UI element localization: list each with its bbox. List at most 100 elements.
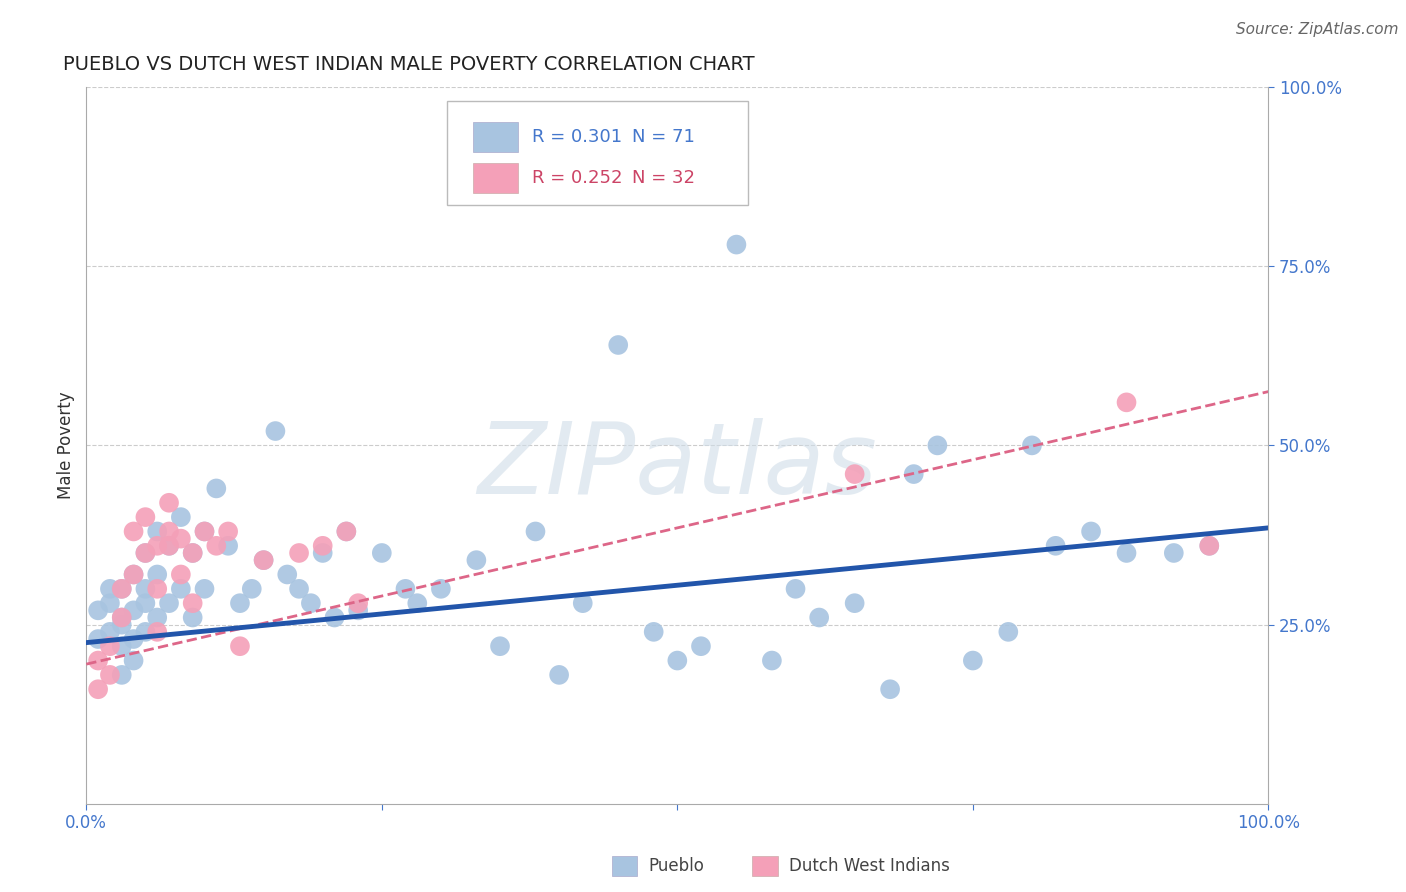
Point	[430, 582, 453, 596]
Text: ZIPatlas: ZIPatlas	[478, 418, 877, 516]
Point	[1198, 539, 1220, 553]
Point	[371, 546, 394, 560]
Point	[181, 610, 204, 624]
Point	[643, 624, 665, 639]
Point	[690, 639, 713, 653]
Point	[205, 539, 228, 553]
Point	[134, 582, 156, 596]
Point	[98, 624, 121, 639]
Point	[170, 582, 193, 596]
Point	[288, 582, 311, 596]
Point	[122, 524, 145, 539]
Point	[146, 567, 169, 582]
Point	[134, 546, 156, 560]
Point	[666, 654, 689, 668]
Point	[87, 654, 110, 668]
Point	[312, 546, 335, 560]
Point	[217, 524, 239, 539]
Point	[122, 654, 145, 668]
Point	[264, 424, 287, 438]
Point	[98, 582, 121, 596]
Point	[122, 567, 145, 582]
Point	[394, 582, 416, 596]
Point	[489, 639, 512, 653]
Point	[134, 546, 156, 560]
Point	[1115, 546, 1137, 560]
Point	[323, 610, 346, 624]
Text: Dutch West Indians: Dutch West Indians	[789, 857, 949, 875]
Point	[146, 582, 169, 596]
Point	[927, 438, 949, 452]
Text: Pueblo: Pueblo	[648, 857, 704, 875]
Point	[205, 482, 228, 496]
Text: N = 71: N = 71	[633, 128, 696, 146]
Point	[193, 524, 215, 539]
Point	[997, 624, 1019, 639]
Point	[146, 524, 169, 539]
Point	[1198, 539, 1220, 553]
Point	[87, 603, 110, 617]
Point	[240, 582, 263, 596]
Point	[252, 553, 274, 567]
Point	[1080, 524, 1102, 539]
Point	[406, 596, 429, 610]
Point	[335, 524, 357, 539]
Point	[157, 539, 180, 553]
Text: R = 0.301: R = 0.301	[531, 128, 621, 146]
Point	[146, 624, 169, 639]
Point	[347, 603, 370, 617]
Point	[1021, 438, 1043, 452]
Point	[607, 338, 630, 352]
Point	[122, 567, 145, 582]
Point	[170, 510, 193, 524]
Text: N = 32: N = 32	[633, 169, 696, 187]
Point	[111, 610, 134, 624]
Point	[134, 510, 156, 524]
Point	[122, 632, 145, 646]
Point	[299, 596, 322, 610]
Point	[879, 682, 901, 697]
Point	[111, 582, 134, 596]
Point	[146, 539, 169, 553]
Point	[157, 596, 180, 610]
Point	[335, 524, 357, 539]
Point	[962, 654, 984, 668]
Point	[808, 610, 831, 624]
Point	[571, 596, 593, 610]
Point	[1163, 546, 1185, 560]
Point	[229, 639, 252, 653]
Point	[761, 654, 783, 668]
Point	[312, 539, 335, 553]
Point	[111, 617, 134, 632]
Point	[111, 582, 134, 596]
Point	[252, 553, 274, 567]
Point	[111, 668, 134, 682]
Text: Source: ZipAtlas.com: Source: ZipAtlas.com	[1236, 22, 1399, 37]
FancyBboxPatch shape	[472, 122, 517, 152]
Point	[347, 596, 370, 610]
Point	[157, 496, 180, 510]
Point	[1115, 395, 1137, 409]
Point	[87, 632, 110, 646]
Point	[288, 546, 311, 560]
Point	[170, 532, 193, 546]
Point	[157, 539, 180, 553]
Point	[181, 546, 204, 560]
Point	[181, 546, 204, 560]
Point	[217, 539, 239, 553]
Point	[146, 610, 169, 624]
Point	[229, 596, 252, 610]
Text: R = 0.252: R = 0.252	[531, 169, 623, 187]
Point	[87, 682, 110, 697]
Point	[98, 596, 121, 610]
Point	[134, 596, 156, 610]
FancyBboxPatch shape	[447, 101, 748, 205]
Y-axis label: Male Poverty: Male Poverty	[58, 392, 75, 500]
Point	[122, 603, 145, 617]
Point	[465, 553, 488, 567]
Point	[98, 668, 121, 682]
Point	[111, 639, 134, 653]
Point	[170, 567, 193, 582]
Point	[193, 582, 215, 596]
Point	[785, 582, 807, 596]
